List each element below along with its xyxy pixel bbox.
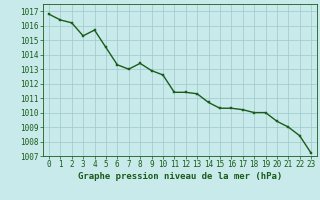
X-axis label: Graphe pression niveau de la mer (hPa): Graphe pression niveau de la mer (hPa) [78, 172, 282, 181]
